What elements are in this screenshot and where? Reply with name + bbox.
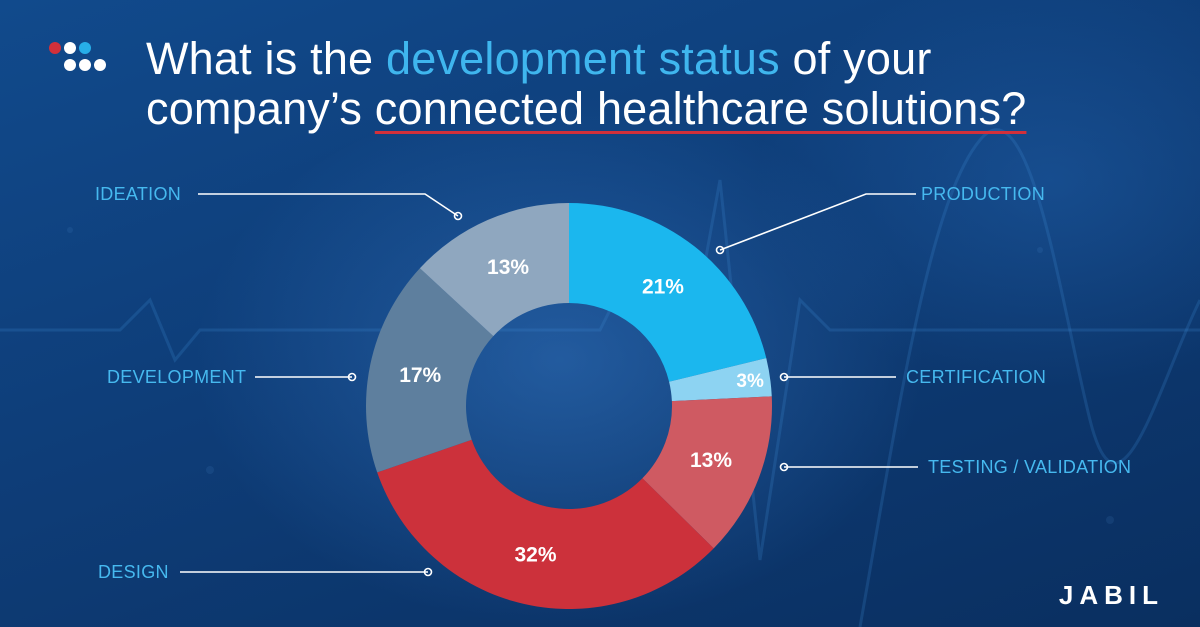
slice-certification bbox=[669, 358, 772, 402]
title-line2-underlined: connected healthcare solutions? bbox=[374, 83, 1027, 134]
title-part1: What is the bbox=[146, 33, 386, 84]
category-label: PRODUCTION bbox=[921, 184, 1045, 204]
slice-value-label: 13% bbox=[690, 449, 732, 472]
page-title: What is the development status of your co… bbox=[146, 34, 1026, 134]
leader-line bbox=[198, 193, 459, 217]
slice-value-label: 17% bbox=[399, 364, 441, 387]
slice-production bbox=[569, 203, 767, 382]
category-label: DEVELOPMENT bbox=[107, 367, 247, 387]
decor-dot bbox=[206, 466, 214, 474]
leader-dot bbox=[347, 372, 357, 382]
brand-dots-icon bbox=[49, 42, 106, 71]
leader-dot bbox=[423, 567, 433, 577]
decor-dot bbox=[1106, 516, 1114, 524]
leader-dot bbox=[453, 211, 463, 221]
leader-dot bbox=[779, 462, 789, 472]
leader-dot bbox=[779, 372, 789, 382]
slice-value-label: 3% bbox=[736, 371, 764, 392]
category-label: IDEATION bbox=[95, 184, 182, 204]
slice-value-label: 21% bbox=[642, 276, 684, 299]
title-part2: of your bbox=[779, 33, 932, 84]
category-label: CERTIFICATION bbox=[906, 367, 1047, 387]
decor-dot bbox=[1037, 247, 1043, 253]
slice-value-label: 32% bbox=[514, 543, 556, 566]
leader-line bbox=[719, 193, 916, 251]
jabil-logo: JABIL bbox=[1058, 580, 1164, 610]
leader-dot bbox=[715, 245, 725, 255]
decor-dot bbox=[67, 227, 73, 233]
slice-testing-validation bbox=[642, 396, 772, 549]
slice-value-label: 13% bbox=[487, 256, 529, 279]
category-label: DESIGN bbox=[98, 562, 169, 582]
slice-design bbox=[377, 439, 714, 609]
slice-ideation bbox=[419, 203, 569, 337]
category-label: TESTING / VALIDATION bbox=[928, 457, 1132, 477]
title-line2-plain: company’s bbox=[146, 83, 375, 134]
title-highlight: development status bbox=[386, 33, 780, 84]
wave-line bbox=[858, 128, 1200, 627]
slice-development bbox=[366, 268, 494, 473]
